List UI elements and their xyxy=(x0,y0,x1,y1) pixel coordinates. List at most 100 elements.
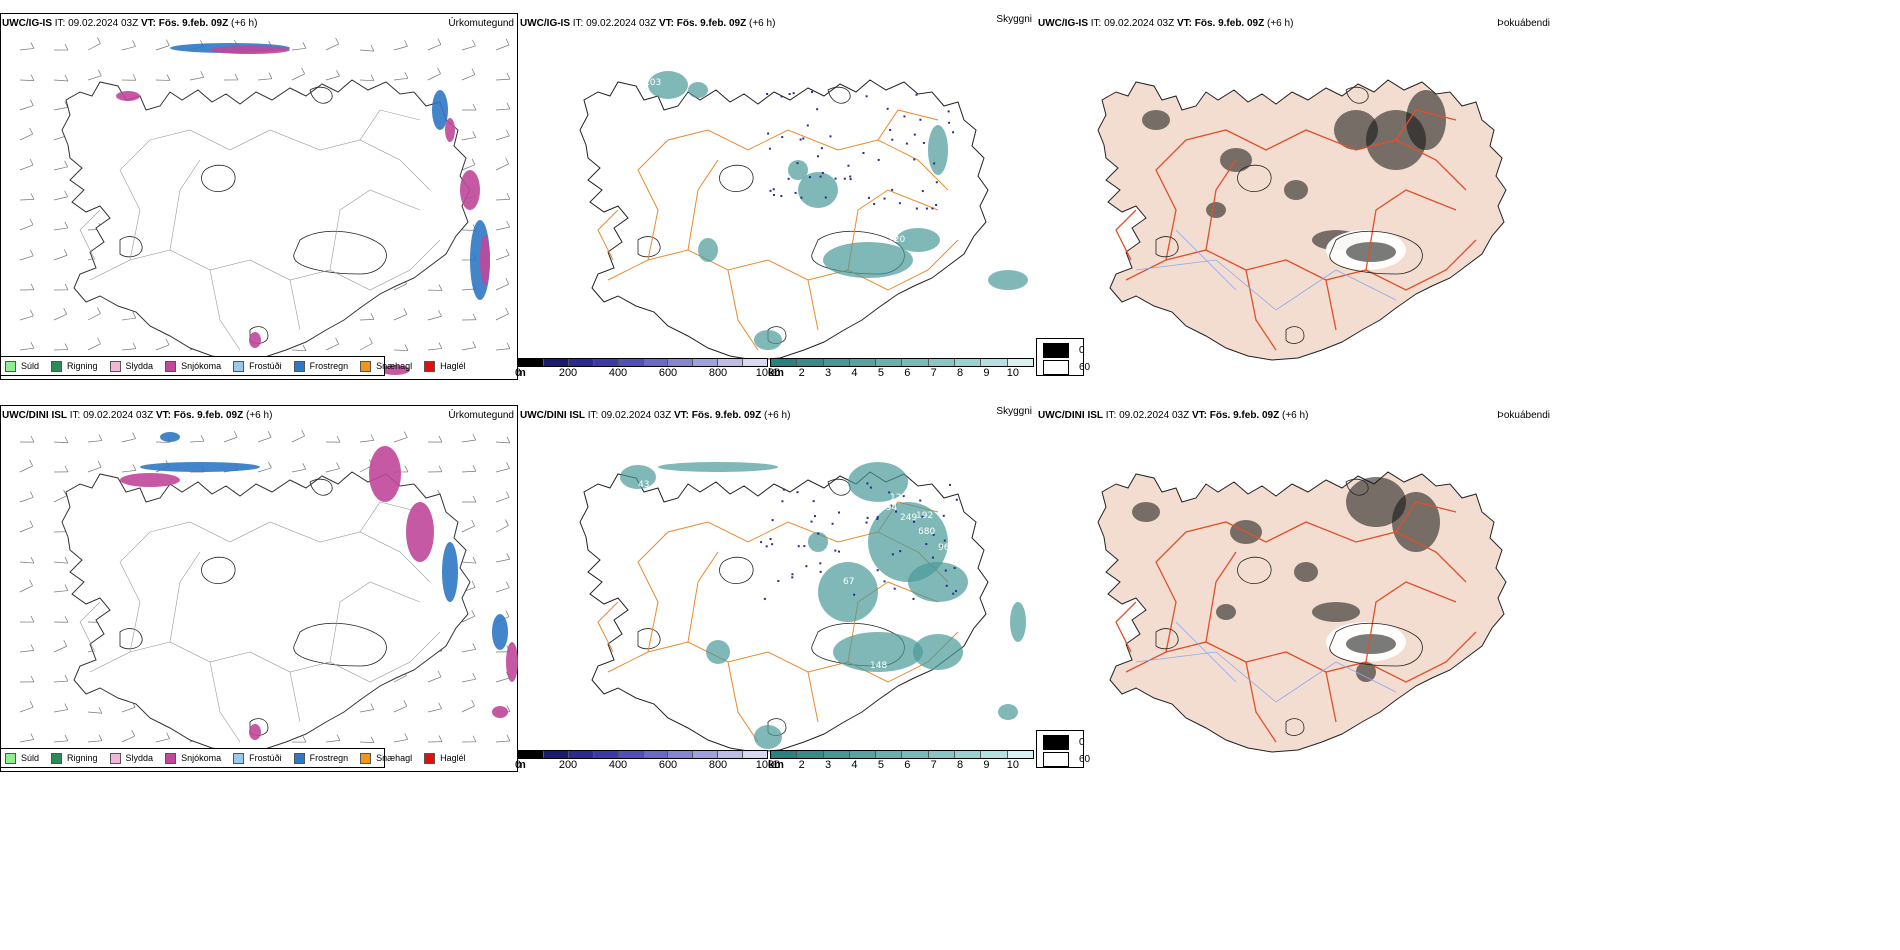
colorbar-cells xyxy=(770,750,1034,759)
valid-time-label: VT: xyxy=(1176,18,1192,29)
panel-title-precip-type: Úrkomutegund xyxy=(448,410,514,421)
model-name: UWC/IG-IS xyxy=(520,18,570,29)
colorbar-tick: 3 xyxy=(825,367,832,379)
colorbar-tick: 7 xyxy=(930,367,937,379)
legend-item: Rigning xyxy=(51,360,98,372)
panel-title-visibility: Skyggni xyxy=(996,406,1032,417)
fog-legend: 0 60 xyxy=(1036,338,1090,376)
visibility-value-label: 28 xyxy=(860,178,872,188)
legend-swatch xyxy=(360,752,372,764)
fog-legend-swatch xyxy=(1043,360,1069,375)
valid-time-label: VT: xyxy=(673,410,689,421)
colorbar-tick: 8 xyxy=(957,367,964,379)
model-name: UWC/DINI ISL xyxy=(2,410,67,421)
valid-time-value: Fös. 9.feb. 09Z xyxy=(1209,410,1280,421)
legend-label: Snjókoma xyxy=(181,361,222,371)
colorbar-cells xyxy=(518,358,768,367)
fog-map xyxy=(1097,471,1507,753)
visibility-value-label: 43 xyxy=(638,480,649,490)
colorbar-tick: 400 xyxy=(608,367,628,379)
legend-label: Snæhagl xyxy=(376,753,413,763)
legend-item: Snæhagl xyxy=(360,360,412,372)
visibility-value-label: 67 xyxy=(843,577,854,587)
colorbar-tick: 400 xyxy=(608,759,628,771)
precip-type-panel: UWC/IG-IS IT: 09.02.2024 03Z VT: Fös. 9.… xyxy=(0,8,518,380)
model-name: UWC/IG-IS xyxy=(1038,18,1088,29)
legend-swatch xyxy=(51,752,63,764)
init-time-value: 09.02.2024 03Z xyxy=(68,18,139,29)
colorbar-tick: 4 xyxy=(851,367,858,379)
colorbar-tick: 1000 xyxy=(755,759,781,771)
legend-swatch xyxy=(293,752,305,764)
panel-title-fog: Þokuábendi xyxy=(1497,18,1550,29)
colorbar-tick: 0 xyxy=(514,367,522,379)
colorbar-cells xyxy=(518,750,768,759)
colorbar-tick: 7 xyxy=(930,759,937,771)
valid-time-label: VT: xyxy=(658,18,674,29)
legend-swatch xyxy=(5,752,16,764)
legend-swatch xyxy=(424,752,436,764)
legend-label: Slydda xyxy=(125,361,154,371)
legend-item: Frostregn xyxy=(293,360,348,372)
colorbar-tick: 10 xyxy=(1006,759,1019,771)
visibility-value-label: 230 xyxy=(838,543,855,553)
colorbar-tick: 2 xyxy=(798,759,805,771)
init-time-label: IT: xyxy=(572,18,584,29)
iceland-coastline xyxy=(61,79,471,361)
lead-time: (+6 h) xyxy=(764,410,791,421)
precip-type-legend: Súld Rigning Slydda Snjókoma Frostúði Frostre… xyxy=(0,748,466,768)
colorbar-unit: km xyxy=(768,367,784,379)
visibility-colorbar: 1 2 3 4 5 6 7 8 9 10 km xyxy=(768,750,1034,771)
legend-swatch xyxy=(51,360,63,372)
lead-time: (+6 h) xyxy=(1282,410,1309,421)
colorbar-tick: 200 xyxy=(558,367,578,379)
panel-header: UWC/DINI ISL IT: 09.02.2024 03Z VT: Fös.… xyxy=(1038,410,1308,422)
legend-swatch xyxy=(293,360,305,372)
legend-swatch xyxy=(109,360,121,372)
model-name: UWC/DINI ISL xyxy=(1038,410,1103,421)
fog-legend-value: 60 xyxy=(1079,754,1091,765)
fog-legend-value: 0 xyxy=(1079,345,1085,356)
panel-header: UWC/IG-IS IT: 09.02.2024 03Z VT: Fös. 9.… xyxy=(2,18,257,30)
colorbar-tick: 3 xyxy=(825,759,832,771)
legend-item: Snæhagl xyxy=(360,752,413,764)
colorbar-tick: 0 xyxy=(514,759,522,771)
colorbar-tick: 800 xyxy=(708,759,728,771)
lead-time: (+6 h) xyxy=(246,410,273,421)
precip-type-panel: UWC/DINI ISL IT: 09.02.2024 03Z VT: Fös.… xyxy=(0,400,518,772)
model-name: UWC/IG-IS xyxy=(2,18,52,29)
elevation-colorbar: 0 200 400 600 800 1000 m xyxy=(514,750,780,771)
panel-header: UWC/IG-IS IT: 09.02.2024 03Z VT: Fös. 9.… xyxy=(1038,18,1293,30)
valid-time-label: VT: xyxy=(140,18,156,29)
valid-time-value: Fös. 9.feb. 09Z xyxy=(173,410,244,421)
legend-swatch xyxy=(360,360,372,372)
fog-legend-row: 60 xyxy=(1043,360,1090,375)
visibility-value-label: 294 xyxy=(880,503,897,513)
fog-map xyxy=(1097,79,1507,361)
colorbar-tick: 1 xyxy=(772,759,779,771)
init-time-label: IT: xyxy=(54,18,66,29)
colorbar-tick: 6 xyxy=(904,367,911,379)
legend-swatch xyxy=(233,360,245,372)
map-frame xyxy=(0,405,518,772)
legend-label: Frostúði xyxy=(249,361,282,371)
legend-item: Frostúði xyxy=(233,752,282,764)
valid-time-value: Fös. 9.feb. 09Z xyxy=(691,410,762,421)
colorbar-tick: 8 xyxy=(957,759,964,771)
colorbar-unit: km xyxy=(768,759,784,771)
colorbar-ticks: 0 200 400 600 800 1000 xyxy=(514,759,780,771)
legend-label: Frostregn xyxy=(309,753,349,763)
iceland-coastline xyxy=(61,471,471,753)
colorbar-tick: 5 xyxy=(877,367,884,379)
legend-item: Frostúði xyxy=(233,360,282,372)
init-time-label: IT: xyxy=(1105,410,1117,421)
fog-legend-swatch xyxy=(1043,735,1069,750)
visibility-value-label: 128 xyxy=(733,221,750,231)
colorbar-unit: m xyxy=(516,759,526,771)
colorbar-tick: 9 xyxy=(983,759,990,771)
init-time-label: IT: xyxy=(69,410,81,421)
colorbar-tick: 200 xyxy=(558,759,578,771)
visibility-value-label: 249 xyxy=(900,513,917,523)
colorbar-ticks: 1 2 3 4 5 6 7 8 9 10 xyxy=(770,367,1034,379)
legend-label: Rigning xyxy=(67,753,98,763)
